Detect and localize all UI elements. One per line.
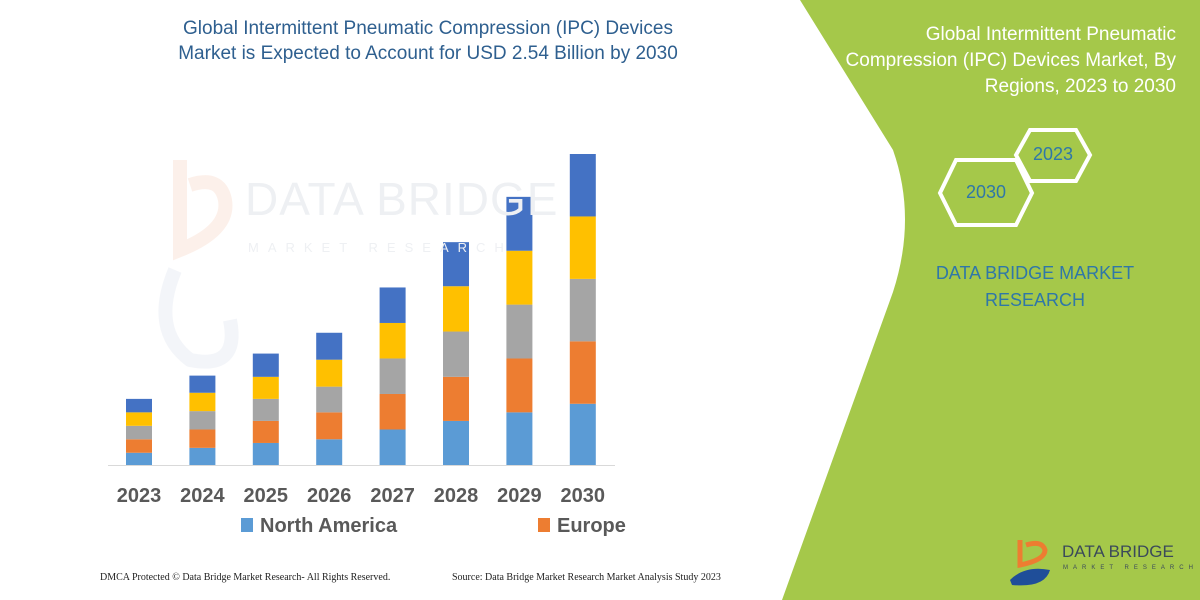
title-line-2: Market is Expected to Account for USD 2.… bbox=[178, 43, 678, 64]
bar-segment-2030-series-5 bbox=[569, 154, 596, 217]
side-title-line-2: Compression (IPC) Devices Market, By bbox=[845, 50, 1176, 71]
bar-segment-2025-series-3 bbox=[252, 398, 279, 421]
x-tick-label: 2028 bbox=[434, 485, 479, 507]
x-tick-label: 2029 bbox=[497, 485, 542, 507]
bar-segment-2029-series-5 bbox=[506, 196, 533, 251]
bar-segment-2024-europe bbox=[189, 429, 216, 448]
bar-segment-2026-europe bbox=[316, 412, 343, 440]
footer-copyright: DMCA Protected © Data Bridge Market Rese… bbox=[100, 572, 391, 583]
bar-segment-2030-series-3 bbox=[569, 278, 596, 342]
footer-source: Source: Data Bridge Market Research Mark… bbox=[452, 572, 721, 583]
bar-segment-2024-series-5 bbox=[189, 375, 216, 393]
bar-segment-2023-series-5 bbox=[126, 398, 152, 413]
bar-segment-2025-series-4 bbox=[252, 376, 279, 399]
bar-segment-2024-series-3 bbox=[189, 411, 216, 430]
watermark-tagline: MARKET RESEARCH bbox=[248, 240, 513, 255]
legend-swatch-europe bbox=[538, 518, 550, 532]
bar-segment-2026-series-5 bbox=[316, 332, 343, 360]
chart-title: Global Intermittent Pneumatic Compressio… bbox=[120, 16, 736, 66]
bar-segment-2023-series-3 bbox=[126, 425, 152, 440]
side-title-line-3: Regions, 2023 to 2030 bbox=[984, 76, 1176, 97]
bar-segment-2028-europe bbox=[443, 376, 469, 421]
bar-segment-2023-series-4 bbox=[126, 412, 152, 426]
x-tick-label: 2030 bbox=[561, 485, 606, 507]
bar-segment-2029-series-3 bbox=[506, 304, 533, 359]
legend-label: Europe bbox=[557, 515, 626, 537]
legend-label: North America bbox=[260, 515, 398, 537]
hexagon-2030 bbox=[937, 158, 1035, 227]
x-tick-label: 2025 bbox=[244, 485, 289, 507]
x-tick-label: 2023 bbox=[117, 485, 162, 507]
watermark-text: DATA BRIDGE bbox=[245, 173, 559, 225]
bar-segment-2026-series-4 bbox=[316, 359, 343, 387]
bar-segment-2027-north-america bbox=[379, 429, 406, 465]
logo-name: DATA BRIDGE bbox=[1062, 542, 1174, 561]
bar-segment-2024-series-4 bbox=[189, 392, 216, 412]
stacked-bar-chart: 2023 2024 2025 2026 2027 2028 2029 2030 North Am… bbox=[108, 154, 626, 537]
green-side-panel bbox=[782, 0, 1200, 600]
bar-segment-2027-series-3 bbox=[379, 358, 406, 394]
data-bridge-logo-icon bbox=[1010, 540, 1050, 586]
bar-segment-2025-series-5 bbox=[252, 353, 279, 377]
bar-segment-2024-north-america bbox=[189, 447, 216, 465]
bar-segment-2029-europe bbox=[506, 358, 533, 413]
bar-segment-2025-north-america bbox=[252, 442, 279, 465]
brand-line-2: RESEARCH bbox=[984, 290, 1086, 310]
bar-segment-2027-europe bbox=[379, 393, 406, 430]
x-tick-label: 2027 bbox=[370, 485, 415, 507]
bar-segment-2023-north-america bbox=[126, 452, 152, 465]
bar-segment-2030-north-america bbox=[569, 403, 596, 465]
hexagon-2023 bbox=[1013, 128, 1093, 183]
bar-segment-2026-series-3 bbox=[316, 386, 343, 413]
brand-line-1: DATA BRIDGE MARKET bbox=[935, 263, 1135, 283]
bar-segment-2027-series-5 bbox=[379, 287, 406, 323]
bar-segment-2028-series-5 bbox=[443, 242, 469, 287]
bar-segment-2030-europe bbox=[569, 341, 596, 404]
bar-segment-2028-north-america bbox=[443, 420, 469, 465]
bar-segment-2030-series-4 bbox=[569, 216, 596, 279]
legend-swatch-north-america bbox=[241, 518, 253, 532]
title-line-1: Global Intermittent Pneumatic Compressio… bbox=[183, 18, 673, 39]
bar-segment-2025-europe bbox=[252, 420, 279, 443]
bar-segment-2023-europe bbox=[126, 439, 152, 453]
hex-label-2030: 2030 bbox=[965, 182, 1007, 202]
bar-segment-2027-series-4 bbox=[379, 322, 406, 359]
side-panel-title: Global Intermittent Pneumatic Compressio… bbox=[796, 22, 1176, 100]
logo-tagline: MARKET RESEARCH bbox=[1063, 565, 1198, 571]
x-tick-label: 2026 bbox=[307, 485, 352, 507]
side-title-line-1: Global Intermittent Pneumatic bbox=[925, 24, 1176, 45]
bar-segment-2028-series-3 bbox=[443, 331, 469, 377]
x-tick-label: 2024 bbox=[180, 485, 225, 507]
hex-label-2023: 2023 bbox=[1032, 144, 1074, 164]
brand-text: DATA BRIDGE MARKET RESEARCH bbox=[905, 260, 1165, 314]
bar-segment-2029-north-america bbox=[506, 412, 533, 465]
watermark-logo-icon bbox=[158, 160, 239, 369]
bar-segment-2028-series-4 bbox=[443, 286, 469, 332]
bar-segment-2026-north-america bbox=[316, 439, 343, 465]
bar-segment-2029-series-4 bbox=[506, 250, 533, 305]
